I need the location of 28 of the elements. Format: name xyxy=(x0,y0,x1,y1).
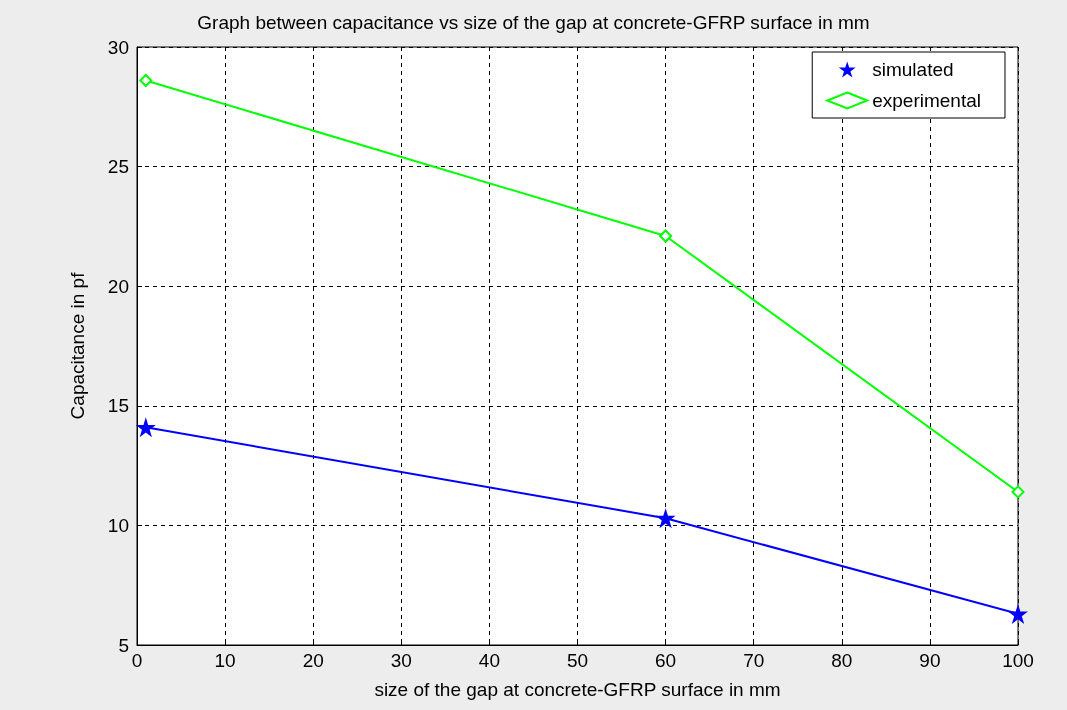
y-tick-label: 25 xyxy=(107,156,129,178)
x-tick-label: 50 xyxy=(566,650,589,671)
x-tick-label: 90 xyxy=(919,650,941,671)
point xyxy=(1011,485,1025,499)
point xyxy=(655,508,676,529)
point xyxy=(139,73,153,87)
point xyxy=(135,417,156,438)
x-axis-title: size of the gap at concrete-GFRP surface in mm xyxy=(374,679,781,700)
x-tick-label: 40 xyxy=(478,650,500,671)
y-tick-label: 5 xyxy=(118,634,129,656)
y-tick-label: 10 xyxy=(107,514,129,536)
y-axis-title: Capacitance in pf xyxy=(67,271,88,420)
x-tick-label: 60 xyxy=(655,650,677,671)
x-tick-label: 20 xyxy=(302,650,324,671)
legend-label: simulated xyxy=(872,59,954,80)
y-tick-label: 15 xyxy=(107,395,129,417)
point xyxy=(659,229,673,243)
y-tick-label: 20 xyxy=(107,275,129,297)
x-tick-label: 30 xyxy=(390,650,412,671)
x-tick-label: 10 xyxy=(214,650,236,671)
x-tick-label: 80 xyxy=(831,650,853,671)
x-tick-label: 100 xyxy=(1002,650,1034,671)
point xyxy=(1008,603,1028,624)
chart-title: Graph between capacitance vs size of the gap at concrete-GFRP surface in mm xyxy=(197,12,870,33)
x-tick-label: 70 xyxy=(743,650,765,671)
x-tick-label: 0 xyxy=(131,650,143,671)
legend-label: experimental xyxy=(872,90,981,111)
y-tick-label: 30 xyxy=(107,36,129,58)
